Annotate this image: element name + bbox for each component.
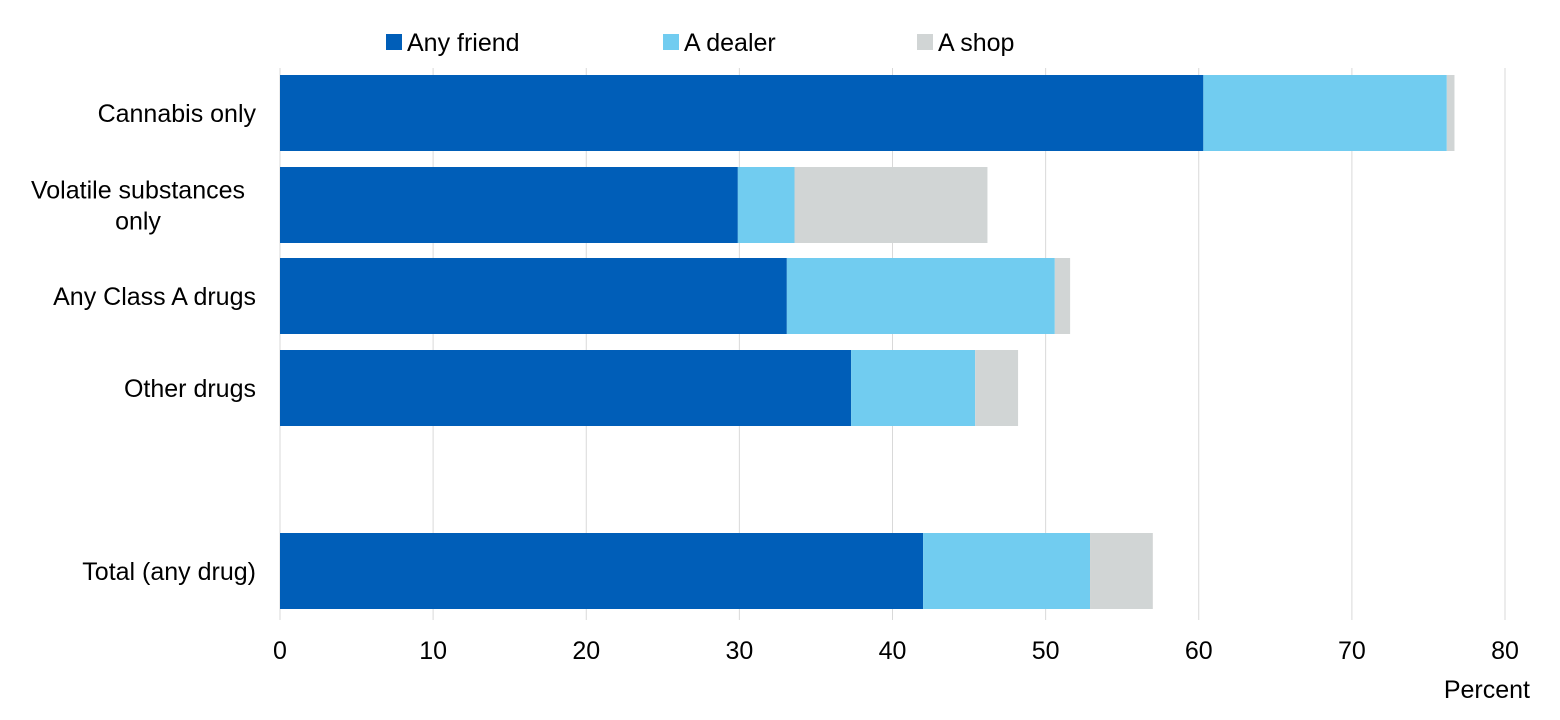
bar-segment: [1090, 533, 1153, 609]
x-axis-title: Percent: [1444, 676, 1530, 704]
x-tick-label: 70: [1338, 637, 1366, 665]
bars: [280, 75, 1455, 609]
category-label: Cannabis only: [98, 100, 257, 128]
category-label: Other drugs: [124, 375, 256, 403]
category-label: Total (any drug): [82, 558, 256, 586]
bar-segment: [1054, 258, 1071, 334]
category-label: only: [115, 208, 161, 236]
bar-segment: [280, 258, 787, 334]
bar-segment: [975, 350, 1019, 426]
bar-segment: [280, 75, 1204, 151]
legend-label: A shop: [938, 29, 1014, 57]
x-tick-label: 20: [572, 637, 600, 665]
x-tick-label: 0: [273, 637, 287, 665]
bar-segment: [280, 167, 738, 243]
bar-segment: [786, 258, 1055, 334]
legend-swatch: [663, 34, 679, 50]
bar-segment: [1446, 75, 1455, 151]
x-tick-label: 60: [1185, 637, 1213, 665]
bar-segment: [1203, 75, 1447, 151]
legend-swatch: [386, 34, 402, 50]
category-label: Volatile substances: [31, 177, 245, 205]
legend-swatch: [917, 34, 933, 50]
x-tick-label: 40: [879, 637, 907, 665]
legend: Any friend A dealer A shop: [386, 29, 1014, 57]
bar-segment: [851, 350, 976, 426]
gridlines: [279, 68, 1506, 620]
bar-segment: [280, 350, 852, 426]
bar-segment: [794, 167, 988, 243]
x-axis-ticks: 0 10 20 30 40 50 60 70 80: [273, 637, 1519, 665]
bar-segment: [280, 533, 924, 609]
legend-label: A dealer: [684, 29, 776, 57]
x-tick-label: 10: [419, 637, 447, 665]
x-tick-label: 50: [1032, 637, 1060, 665]
bar-segment: [737, 167, 795, 243]
category-labels: Cannabis only Volatile substances only Any …: [31, 100, 257, 586]
x-tick-label: 30: [725, 637, 753, 665]
bar-segment: [923, 533, 1091, 609]
category-label: Any Class A drugs: [53, 283, 256, 311]
x-tick-label: 80: [1491, 637, 1519, 665]
legend-label: Any friend: [407, 29, 520, 57]
